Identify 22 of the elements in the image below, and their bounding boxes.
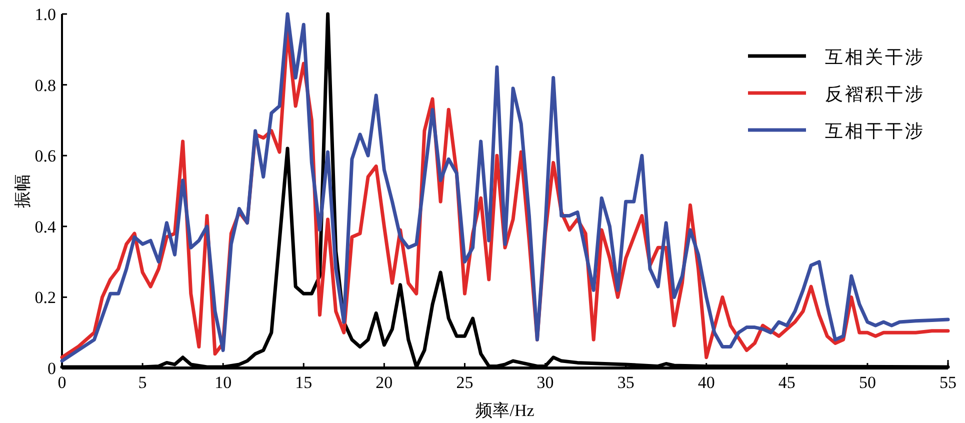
y-tick-label: 0.8 [34, 76, 56, 95]
x-axis-title: 频率/Hz [476, 401, 535, 420]
y-tick-label: 0.2 [34, 288, 56, 308]
x-tick-label: 45 [778, 373, 796, 392]
y-tick-label: 1.0 [34, 5, 56, 24]
legend-label: 反褶积干涉 [825, 84, 925, 104]
legend-label: 互相干干涉 [825, 121, 925, 141]
y-tick-label: 0 [48, 359, 56, 378]
legend-label: 互相关干涉 [825, 47, 925, 67]
x-tick-label: 55 [940, 373, 956, 392]
x-tick-label: 25 [456, 373, 474, 392]
y-axis-title: 振幅 [13, 174, 32, 208]
x-tick-label: 30 [536, 373, 554, 392]
y-tick-label: 0.6 [34, 146, 56, 166]
x-tick-label: 5 [138, 373, 147, 392]
y-tick-label: 0.4 [34, 217, 56, 236]
x-tick-label: 50 [858, 373, 876, 392]
x-tick-label: 15 [295, 373, 312, 392]
x-tick-label: 10 [214, 373, 232, 392]
x-tick-label: 40 [698, 373, 715, 392]
x-tick-label: 35 [617, 373, 634, 392]
x-tick-label: 20 [376, 373, 393, 392]
